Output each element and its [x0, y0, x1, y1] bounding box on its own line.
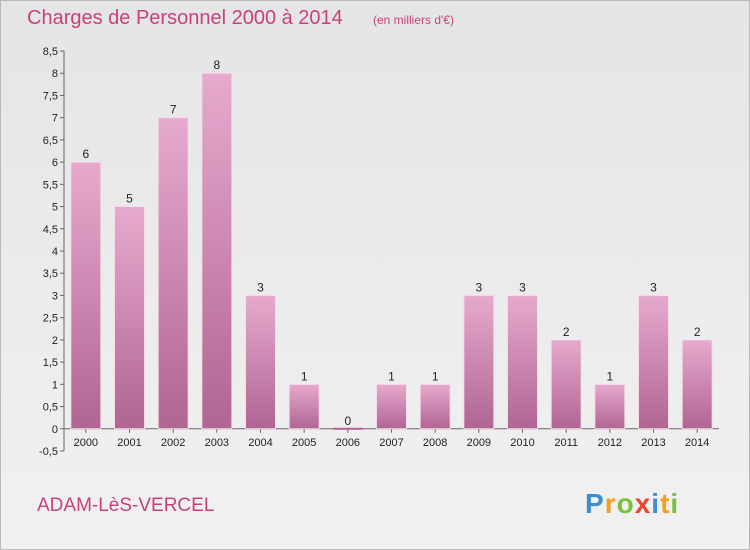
bar[interactable]: [681, 339, 713, 430]
y-tick-label: 4: [52, 246, 58, 258]
x-tick-label: 2014: [685, 437, 709, 449]
data-label: 3: [475, 280, 482, 294]
x-tick-label: 2009: [467, 437, 491, 449]
bars: [70, 72, 713, 430]
y-tick-label: 3,5: [43, 268, 58, 280]
y-tick-label: 1,5: [43, 357, 58, 369]
y-tick-label: -0,5: [39, 446, 58, 458]
data-label: 1: [388, 369, 395, 383]
data-label: 0: [344, 414, 351, 428]
data-label: 5: [126, 192, 133, 206]
y-tick-label: 0,5: [43, 402, 58, 414]
bar[interactable]: [332, 427, 363, 430]
y-tick-label: 6,5: [43, 135, 58, 147]
data-label: 7: [170, 103, 177, 117]
y-tick-label: 7,5: [43, 90, 58, 102]
logo-letter: i: [670, 488, 680, 519]
logo-letter: o: [616, 488, 635, 519]
x-tick-label: 2008: [423, 437, 447, 449]
bar[interactable]: [157, 117, 189, 430]
x-tick-label: 2013: [641, 437, 665, 449]
chart-subtitle: (en milliers d'€): [373, 13, 454, 27]
y-tick-label: 7: [52, 113, 58, 125]
logo-letter: r: [604, 488, 617, 519]
data-label: 8: [213, 58, 220, 72]
bar[interactable]: [376, 383, 407, 430]
x-tick-label: 2000: [74, 437, 98, 449]
y-tick-label: 3: [52, 290, 58, 302]
data-label: 1: [301, 369, 308, 383]
data-label: 3: [650, 280, 657, 294]
logo-letter: x: [634, 488, 652, 519]
data-label: 3: [519, 280, 526, 294]
x-tick-label: 2010: [510, 437, 534, 449]
data-label: 2: [694, 325, 701, 339]
data-label: 1: [606, 369, 613, 383]
x-tick-label: 2012: [598, 437, 622, 449]
bar[interactable]: [419, 383, 451, 430]
data-labels: 6 5 7 8 3 1 0 1 1 3 3 2 1 3 2: [82, 58, 700, 428]
bar[interactable]: [507, 294, 538, 430]
x-tick-label: 2005: [292, 437, 316, 449]
data-label: 1: [432, 369, 439, 383]
y-tick-label: 8,5: [43, 46, 58, 58]
proxiti-logo[interactable]: Proxiti: [585, 488, 679, 520]
bar[interactable]: [288, 383, 320, 430]
y-tick-label: 5: [52, 202, 58, 214]
x-tick-label: 2006: [336, 437, 360, 449]
data-label: 2: [563, 325, 570, 339]
bar[interactable]: [638, 294, 669, 430]
y-tick-label: 0: [52, 424, 58, 436]
logo-letter: P: [585, 488, 605, 519]
bar[interactable]: [114, 206, 145, 430]
bar[interactable]: [245, 294, 276, 430]
bar[interactable]: [594, 383, 626, 430]
y-tick-label: 4,5: [43, 224, 58, 236]
x-tick-label: 2011: [554, 437, 578, 449]
x-tick-label: 2007: [379, 437, 403, 449]
bar[interactable]: [550, 339, 582, 430]
x-tick-label: 2003: [205, 437, 229, 449]
y-tick-label: 5,5: [43, 179, 58, 191]
bar[interactable]: [463, 294, 495, 430]
y-tick-label: 8: [52, 68, 58, 80]
y-tick-label: 2: [52, 335, 58, 347]
data-label: 6: [82, 147, 89, 161]
x-tick-label: 2002: [161, 437, 185, 449]
bar[interactable]: [201, 72, 233, 430]
y-tick-label: 2,5: [43, 313, 58, 325]
chart-title: Charges de Personnel 2000 à 2014: [27, 7, 343, 29]
data-label: 3: [257, 280, 264, 294]
x-tick-label: 2001: [117, 437, 141, 449]
y-tick-label: 1: [52, 379, 58, 391]
y-tick-label: 6: [52, 157, 58, 169]
logo-letter: i: [651, 488, 661, 519]
x-tick-label: 2004: [248, 437, 272, 449]
bar[interactable]: [70, 161, 102, 430]
logo-letter: t: [660, 488, 671, 519]
town-name: ADAM-LèS-VERCEL: [37, 495, 215, 516]
